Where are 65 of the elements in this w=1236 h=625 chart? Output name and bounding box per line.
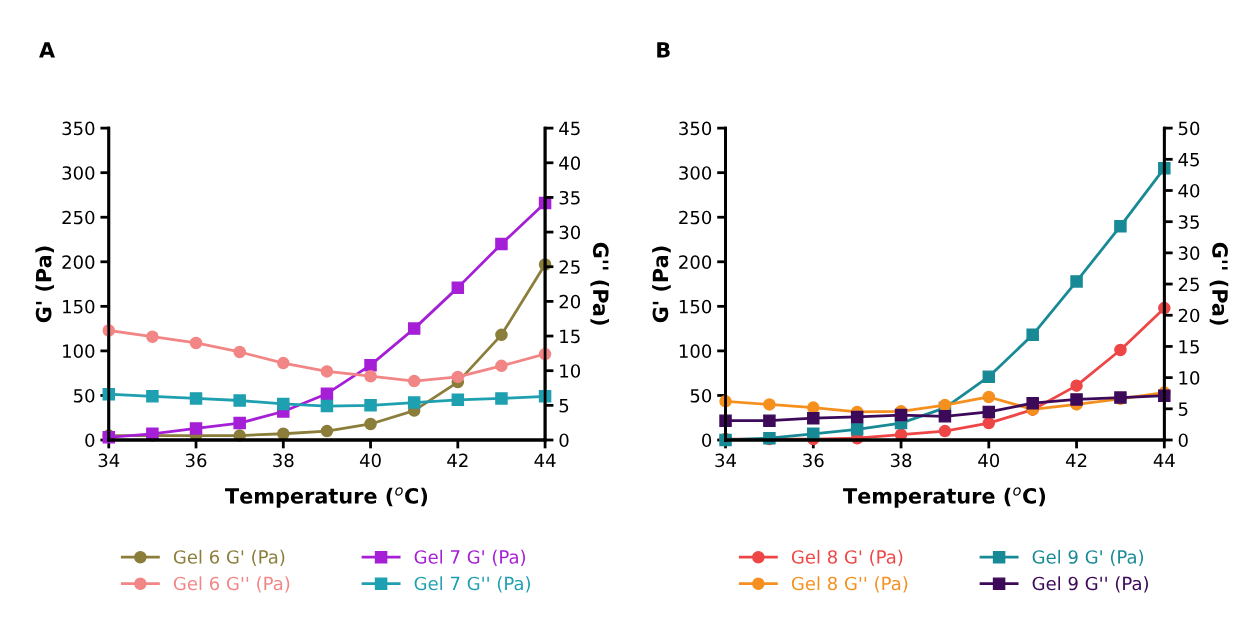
y-tick-label: 150 bbox=[679, 299, 712, 314]
y-tick-label: 250 bbox=[62, 210, 95, 225]
y2-tick-label: 30 bbox=[559, 225, 581, 240]
y-tick-label: 50 bbox=[73, 388, 95, 403]
x-tick-label: 40 bbox=[359, 453, 381, 468]
x-tick-label: 42 bbox=[447, 453, 468, 467]
y-tick-label: 350 bbox=[62, 121, 95, 136]
x-tick-label: 34 bbox=[98, 453, 120, 468]
y2-tick-label: 40 bbox=[1178, 183, 1200, 198]
y2-tick-label: 15 bbox=[560, 329, 580, 344]
x-tick-label: 42 bbox=[1065, 453, 1087, 467]
y-axis-title: G' (Pa) bbox=[652, 246, 671, 323]
legend-label: Gel 7 G'' (Pa) bbox=[414, 576, 531, 593]
x-tick-label: 34 bbox=[715, 453, 737, 468]
y-tick-label: 0 bbox=[85, 433, 95, 448]
legend-label: Gel 6 G'' (Pa) bbox=[173, 576, 290, 593]
x-tick-label: 40 bbox=[978, 453, 1000, 468]
y-tick-label: 100 bbox=[679, 344, 712, 359]
y2-tick-label: 20 bbox=[559, 294, 581, 309]
x-axis-title: Temperature ($^{o}$C) bbox=[843, 487, 1046, 508]
x-tick-label: 44 bbox=[1153, 453, 1175, 467]
y2-tick-label: 0 bbox=[1178, 433, 1188, 448]
y2-tick-label: 30 bbox=[1178, 246, 1200, 260]
legend-label: Gel 7 G' (Pa) bbox=[414, 549, 526, 566]
y-tick-label: 250 bbox=[679, 210, 712, 225]
y2-tick-label: 50 bbox=[1178, 121, 1200, 136]
chart-title: B bbox=[657, 42, 670, 58]
y2-tick-label: 10 bbox=[560, 364, 581, 378]
y2-tick-label: 5 bbox=[1178, 402, 1188, 416]
legend-label: Gel 6 G' (Pa) bbox=[173, 549, 285, 566]
y2-axis-title: G'' (Pa) bbox=[590, 242, 609, 325]
y2-tick-label: 10 bbox=[1179, 371, 1200, 385]
x-tick-label: 44 bbox=[534, 453, 556, 467]
x-tick-label: 38 bbox=[273, 453, 294, 468]
y2-tick-label: 25 bbox=[559, 260, 580, 274]
y2-tick-label: 25 bbox=[1178, 277, 1199, 292]
x-axis-title: Temperature ($^{o}$C) bbox=[225, 487, 428, 508]
y-tick-label: 300 bbox=[679, 166, 712, 180]
legend-label: Gel 8 G'' (Pa) bbox=[791, 576, 908, 593]
y2-tick-label: 0 bbox=[559, 433, 569, 448]
y2-tick-label: 45 bbox=[1178, 153, 1199, 167]
y2-axis-title: G'' (Pa) bbox=[1209, 242, 1229, 325]
x-tick-label: 36 bbox=[803, 453, 824, 468]
y2-tick-label: 20 bbox=[1178, 308, 1200, 323]
y-tick-label: 50 bbox=[690, 388, 712, 403]
y2-tick-label: 15 bbox=[1179, 340, 1199, 354]
y2-tick-label: 40 bbox=[559, 156, 581, 170]
y-tick-label: 350 bbox=[679, 121, 712, 136]
legend-label: Gel 9 G'' (Pa) bbox=[1032, 576, 1149, 593]
y-tick-label: 150 bbox=[63, 299, 95, 314]
y-tick-label: 0 bbox=[702, 433, 712, 448]
y-tick-label: 200 bbox=[679, 255, 712, 269]
y2-tick-label: 45 bbox=[559, 121, 580, 136]
y2-tick-label: 35 bbox=[559, 190, 580, 205]
y-tick-label: 100 bbox=[63, 344, 95, 359]
y2-tick-label: 35 bbox=[1178, 215, 1199, 229]
x-tick-label: 36 bbox=[185, 453, 207, 468]
x-tick-label: 38 bbox=[890, 453, 912, 468]
y-axis-title: G' (Pa) bbox=[35, 246, 54, 323]
legend-label: Gel 8 G' (Pa) bbox=[791, 549, 903, 566]
y2-tick-label: 5 bbox=[559, 399, 569, 413]
y-tick-label: 300 bbox=[62, 166, 95, 180]
y-tick-label: 200 bbox=[62, 255, 95, 269]
chart-title: A bbox=[39, 42, 55, 58]
legend-label: Gel 9 G' (Pa) bbox=[1032, 549, 1144, 566]
